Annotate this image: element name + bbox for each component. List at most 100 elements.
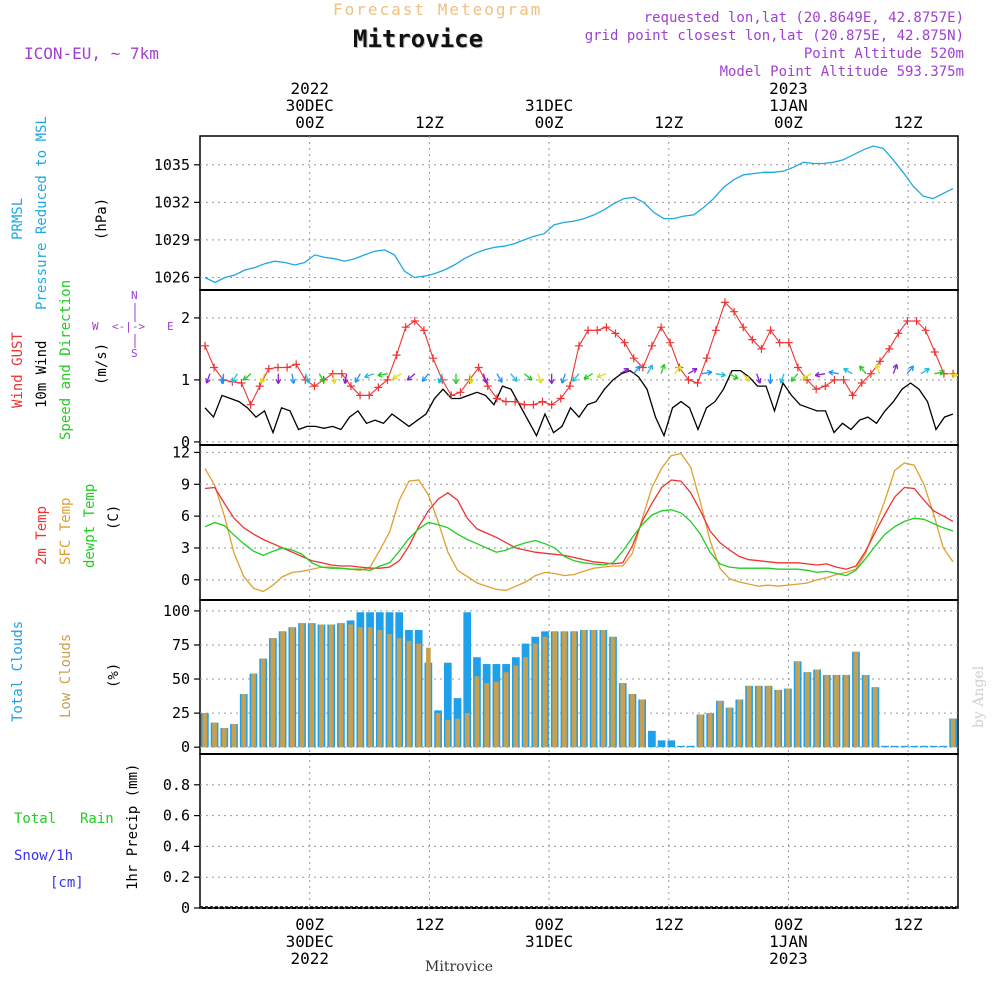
wind-arrow-head <box>767 379 774 385</box>
low-cloud-bar <box>785 688 791 748</box>
wind-arrow <box>892 364 898 374</box>
low-cloud-bar <box>202 713 208 748</box>
compass-rose: N W <-|-> E S <box>92 289 174 360</box>
bottom-time-label: 00Z <box>295 915 324 934</box>
wind-arrow-head <box>858 365 865 372</box>
wind-arrow-head <box>952 371 959 378</box>
sfc-temp-line <box>204 452 954 593</box>
precip-y-axis: 0 0.2 0.4 0.6 0.8 <box>163 776 958 917</box>
wind-arrow-head <box>421 376 428 382</box>
gust-marker <box>429 354 438 363</box>
gust-marker <box>611 329 620 338</box>
wind-arrow-head <box>453 379 459 385</box>
gust-marker <box>502 397 511 406</box>
wind-arrow-head <box>275 379 282 385</box>
wind-arrow-head <box>720 371 726 378</box>
bottom-time-label: 2023 <box>769 949 808 968</box>
wind-arrow-head <box>331 378 337 384</box>
wind-unit-label: (m/s) <box>94 343 110 385</box>
wind-arrow <box>318 373 325 383</box>
gust-marker <box>793 363 802 372</box>
low-cloud-bar <box>717 700 723 748</box>
low-cloud-bar <box>319 624 324 748</box>
low-cloud-bar <box>600 629 606 748</box>
wind-arrow-head <box>843 368 849 374</box>
low-cloud-bar <box>853 651 859 748</box>
gust-marker <box>885 344 894 353</box>
gust-marker <box>483 382 492 391</box>
gust-marker <box>283 363 292 372</box>
gust-marker <box>237 379 246 387</box>
low-cloud-bar <box>494 681 499 748</box>
gust-marker <box>876 357 885 366</box>
precip-unit-label: 1hr Precip (mm) <box>125 764 141 890</box>
gust-marker <box>866 369 875 378</box>
wind-arrow <box>790 373 799 382</box>
low-cloud-bar <box>241 694 247 748</box>
low-cloud-bar <box>426 647 431 748</box>
gust-marker <box>775 338 784 347</box>
top-time-label: 12Z <box>415 113 444 132</box>
low-clouds-label: Low Clouds <box>58 634 74 718</box>
wind-arrow-head <box>560 378 567 384</box>
wind-arrow <box>291 373 295 384</box>
wind-arrow <box>756 373 761 384</box>
temp-tick-label: 6 <box>181 507 190 525</box>
total-cloud-bar <box>910 745 919 748</box>
wind-arrow-head <box>790 376 797 382</box>
gust-marker <box>757 344 766 353</box>
precip-tick-label: 0.2 <box>163 868 190 886</box>
wind-arrow <box>674 365 682 375</box>
temp-tick-label: 9 <box>181 475 190 493</box>
wind-arrow-head <box>537 378 543 384</box>
low-cloud-bar <box>513 665 519 748</box>
gust-marker <box>812 385 821 394</box>
wind-arrow <box>510 373 518 382</box>
wind-arrow-head <box>706 369 713 376</box>
wind-tick-label: 0 <box>181 433 190 451</box>
gust-marker <box>401 323 410 332</box>
clouds-unit-label: (%) <box>106 663 122 688</box>
top-time-label: 12Z <box>654 113 683 132</box>
gust-marker <box>921 326 930 335</box>
wind-arrow <box>742 373 750 382</box>
wind-arrow <box>332 373 336 384</box>
low-cloud-bar <box>416 643 422 748</box>
wind-gust-markers <box>200 298 958 409</box>
low-cloud-bar <box>610 636 616 748</box>
low-cloud-bar <box>630 694 635 748</box>
wind-arrow-head <box>635 365 641 372</box>
point-altitude: Point Altitude 520m <box>803 46 964 62</box>
low-cloud-bar <box>348 624 353 748</box>
gust-marker <box>346 382 355 391</box>
wind-arrow-head <box>242 375 249 381</box>
wind-arrow-head <box>623 368 630 374</box>
wind-arrow-head <box>205 378 211 384</box>
wind-arrow-head <box>732 374 739 380</box>
wind-arrow-head <box>364 372 370 379</box>
wind-arrow <box>392 373 402 380</box>
low-cloud-bar <box>863 674 869 748</box>
wind-arrow <box>242 373 252 381</box>
low-cloud-bar <box>367 627 373 748</box>
wind-arrow <box>947 373 958 377</box>
compass-e: E <box>167 320 174 333</box>
low-cloud-bar <box>843 674 849 748</box>
gust-marker <box>511 397 520 406</box>
wind-arrow-head <box>406 375 413 381</box>
gust-marker <box>575 341 583 350</box>
bottom-time-label: 30DEC <box>286 932 334 951</box>
low-cloud-bar <box>338 623 344 748</box>
low-cloud-bar <box>746 685 752 748</box>
wind-arrow <box>701 371 712 375</box>
wind-arrow <box>802 373 812 380</box>
low-cloud-bar <box>620 683 626 748</box>
clouds-tick-label: 50 <box>172 670 190 688</box>
gust-marker <box>620 338 629 347</box>
low-cloud-bar <box>795 661 801 748</box>
panel-frame-precip <box>199 753 959 909</box>
bottom-time-label: 12Z <box>894 915 923 934</box>
low-cloud-bar <box>591 629 596 748</box>
gust-marker <box>720 298 729 307</box>
wind-arrow <box>364 373 375 378</box>
